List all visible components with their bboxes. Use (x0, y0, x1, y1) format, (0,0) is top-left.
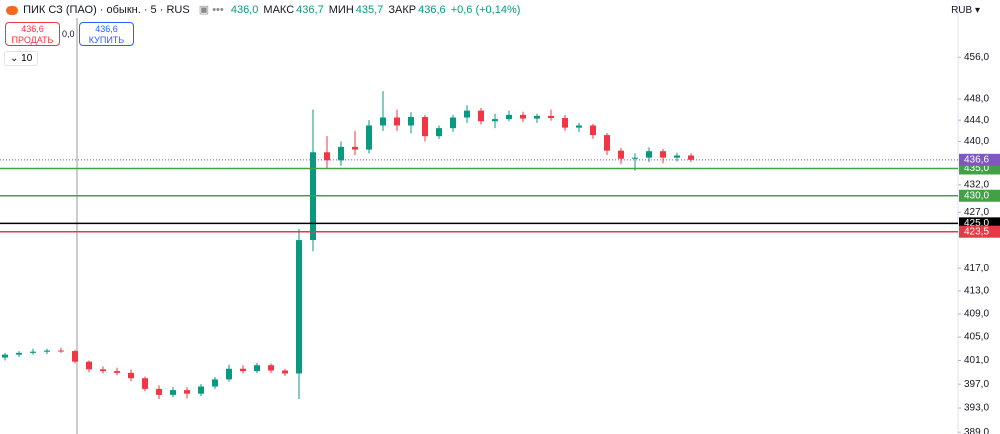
buy-label: КУПИТЬ (88, 35, 125, 45)
candle-body (240, 368, 246, 372)
candle-body (478, 110, 484, 122)
candle-body (296, 240, 302, 374)
low-label: МИН (328, 4, 354, 16)
close-label: ЗАКР (388, 4, 417, 16)
menu-dots[interactable]: ▣ ••• (198, 4, 224, 16)
candle-body (16, 352, 22, 355)
buy-button[interactable]: 436,6 КУПИТЬ (79, 22, 134, 46)
price-level-label: 435,0 (964, 163, 989, 174)
y-tick-label: 440,0 (964, 136, 989, 147)
close-value: 436,6 (418, 4, 446, 16)
high-value: 436,7 (296, 4, 324, 16)
y-tick-label: 448,0 (964, 94, 989, 105)
candle-body (506, 114, 512, 120)
price-level-label: 423,5 (964, 226, 989, 237)
candle-body (268, 365, 274, 371)
candle-body (128, 372, 134, 379)
candle-body (422, 116, 428, 137)
currency-text: RUB (951, 5, 973, 16)
candle-body (198, 386, 204, 394)
candle-body (548, 115, 554, 119)
y-tick-label: 389,0 (964, 427, 989, 434)
candle-body (618, 150, 624, 159)
price-level-label: 430,0 (964, 190, 989, 201)
y-tick-label: 444,0 (964, 115, 989, 126)
candle-body (212, 379, 218, 387)
candle-body (674, 155, 680, 158)
candle-body (576, 125, 582, 128)
candle-body (436, 128, 442, 137)
sell-button[interactable]: 436,6 ПРОДАТЬ (5, 22, 60, 46)
candle-body (226, 368, 232, 380)
candle-body (58, 350, 64, 352)
y-tick-label: 456,0 (964, 52, 989, 63)
candle-body (492, 119, 498, 122)
candle-body (2, 354, 8, 358)
low-value: 435,7 (355, 4, 384, 16)
candle-body (156, 388, 162, 395)
y-tick-label: 432,0 (964, 179, 989, 190)
y-tick-label: 397,0 (964, 379, 989, 390)
candle-body (30, 351, 36, 353)
logo (6, 5, 18, 15)
candle-body (408, 116, 414, 126)
candle-body (688, 155, 694, 160)
candle-body (114, 371, 120, 373)
candle-body (142, 378, 148, 389)
candle-body (520, 114, 526, 119)
spread: 0,0 (62, 29, 75, 39)
sell-price: 436,6 (21, 24, 44, 34)
candle-body (170, 390, 176, 395)
candle-body (72, 351, 78, 362)
candle-body (660, 151, 666, 158)
candle-body (590, 125, 596, 136)
candle-body (282, 370, 288, 374)
sell-label: ПРОДАТЬ (11, 35, 54, 45)
candles (2, 91, 694, 400)
symbol-title: ПИК СЗ (ПАО) · обыкн. · 5 · RUS (23, 4, 190, 16)
price-level-tag (959, 189, 1000, 202)
currency[interactable]: RUB ▾ (951, 5, 980, 16)
candle-body (394, 117, 400, 126)
candle-body (604, 135, 610, 151)
candle-body (44, 350, 50, 352)
indicators-toggle[interactable]: ⌄ 10 (4, 51, 39, 66)
y-tick-label: 417,0 (964, 263, 989, 274)
candle-body (646, 151, 652, 158)
candle-body (338, 146, 344, 161)
candle-body (464, 110, 470, 118)
candle-body (100, 369, 106, 372)
price-level-tag (959, 225, 1000, 238)
candle-body (366, 125, 372, 150)
candle-body (254, 365, 260, 372)
indicators-count: 10 (21, 53, 33, 64)
y-tick-label: 409,0 (964, 309, 989, 320)
y-tick-label: 393,0 (964, 403, 989, 414)
candle-body (632, 157, 638, 159)
last-price-label: 436,6 (964, 154, 989, 165)
y-tick-label: 427,0 (964, 207, 989, 218)
last-price-tag (959, 153, 1000, 166)
y-tick-label: 405,0 (964, 332, 989, 343)
header: ПИК СЗ (ПАО) · обыкн. · 5 · RUS ▣ ••• 43… (6, 3, 522, 16)
candle-body (86, 361, 92, 370)
high-label: МАКС (263, 4, 295, 16)
open-value: 436,0 (230, 4, 259, 16)
candle-body (184, 390, 190, 394)
change: +0,6 (+0,14%) (450, 4, 521, 16)
candle-body (352, 146, 358, 150)
candle-body (450, 117, 456, 129)
candle-body (380, 117, 386, 126)
y-tick-label: 401,0 (964, 355, 989, 366)
candle-body (324, 152, 330, 161)
price-level-label: 425,0 (964, 218, 989, 229)
candle-body (534, 115, 540, 119)
candle-body (562, 118, 568, 128)
buy-price: 436,6 (95, 24, 118, 34)
y-tick-label: 413,0 (964, 286, 989, 297)
